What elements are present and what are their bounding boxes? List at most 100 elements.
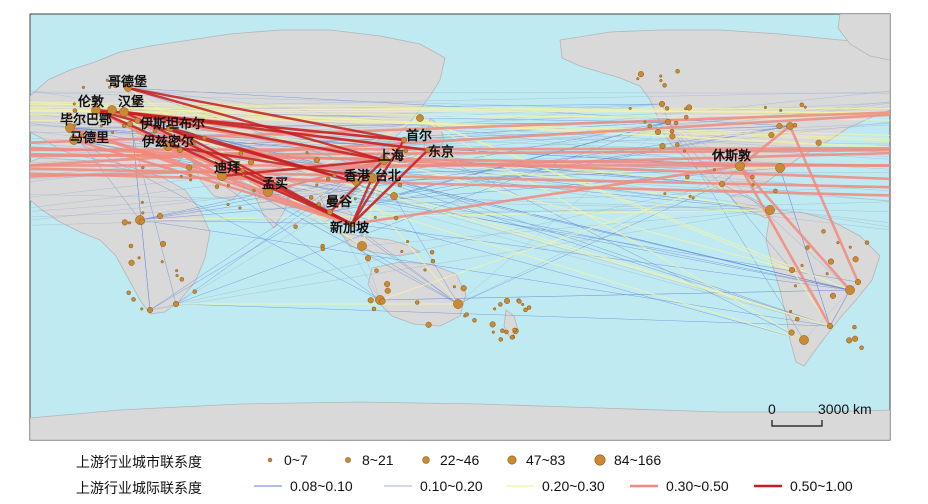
link-level-4-223 — [30, 172, 890, 197]
link-level-1-5 — [329, 211, 459, 305]
link-level-3-201 — [30, 101, 890, 149]
label-houston: 休斯敦 — [711, 148, 752, 164]
city-node-130 — [795, 316, 800, 322]
city-node-122 — [815, 139, 822, 146]
inter-city-links — [30, 86, 890, 341]
link-level-5-238 — [127, 86, 405, 142]
city-node-47 — [70, 136, 74, 140]
city-node-17 — [664, 118, 672, 126]
label-madrid: 马德里 — [70, 130, 109, 146]
city-node-93 — [423, 268, 427, 272]
link-level-3-195 — [30, 107, 890, 140]
city-node-105 — [430, 258, 436, 264]
city-node-128 — [776, 123, 783, 130]
city-node-64 — [238, 151, 244, 156]
city-node-61 — [226, 183, 230, 187]
link-level-2-89 — [149, 209, 771, 311]
city-node-153 — [159, 240, 167, 248]
city-node-26 — [453, 299, 463, 309]
link-level-5-243 — [350, 139, 406, 225]
city-node-100 — [472, 318, 477, 323]
city-node-133 — [825, 272, 829, 276]
city-node-116 — [682, 149, 687, 153]
link-level-1-113 — [149, 177, 373, 311]
city-node-30 — [765, 205, 775, 215]
city-node-180 — [654, 128, 662, 136]
city-node-44 — [105, 78, 109, 82]
link-level-4-227 — [30, 146, 890, 152]
city-node-3 — [65, 123, 75, 133]
link-level-1-123 — [667, 121, 793, 271]
legend-link-class-label: 0.30~0.50 — [666, 478, 729, 494]
legend-city-class-label: 8~21 — [362, 452, 394, 468]
city-node-70 — [226, 202, 230, 207]
city-node-107 — [460, 285, 467, 292]
city-node-91 — [326, 198, 333, 205]
south-america-landmass — [765, 211, 881, 367]
link-level-3-198 — [30, 101, 890, 114]
city-node-2 — [119, 107, 129, 117]
legend-link-class-1: 0.08~0.10 — [252, 478, 353, 494]
link-level-3-186 — [419, 117, 805, 341]
legend-node-symbol — [507, 455, 517, 465]
city-node-74 — [252, 188, 256, 193]
city-node-101 — [365, 255, 372, 262]
city-node-54 — [79, 133, 85, 139]
city-node-177 — [628, 106, 632, 110]
legend-link-class-4: 0.30~0.50 — [628, 478, 729, 494]
city-node-16 — [735, 161, 745, 171]
link-level-3-172 — [139, 209, 771, 221]
city-node-58 — [241, 174, 246, 178]
label-bilbao: 毕尔巴鄂 — [60, 112, 112, 128]
city-node-140 — [789, 309, 793, 314]
city-node-151 — [140, 307, 144, 311]
legend-link-symbol — [506, 485, 534, 487]
link-level-5-242 — [123, 110, 353, 226]
city-node-94 — [414, 300, 420, 305]
city-node-103 — [452, 285, 456, 289]
link-level-5-233 — [127, 86, 385, 162]
city-node-183 — [504, 329, 509, 335]
city-node-104 — [384, 280, 391, 288]
city-node-11 — [352, 178, 360, 186]
city-node-115 — [803, 105, 807, 109]
legend-city-class-label: 84~166 — [614, 452, 662, 468]
city-node-198 — [489, 321, 496, 328]
city-node-138 — [852, 256, 859, 263]
city-node-55 — [134, 117, 141, 124]
city-node-149 — [126, 290, 131, 296]
city-node-10 — [348, 220, 356, 228]
link-level-4-228 — [30, 111, 890, 144]
city-node-123 — [751, 183, 755, 187]
legend-link-symbol — [384, 485, 412, 487]
city-node-152 — [192, 289, 197, 294]
city-node-84 — [320, 246, 326, 252]
city-node-125 — [779, 108, 783, 112]
link-level-1-92 — [139, 219, 831, 327]
link-level-1-32 — [139, 125, 791, 221]
city-node-121 — [792, 122, 798, 128]
city-node-112 — [763, 105, 767, 109]
legend-city-class-label: 0~7 — [284, 452, 308, 468]
link-level-2-157 — [30, 194, 890, 212]
city-node-43 — [72, 102, 76, 106]
city-node-120 — [773, 188, 778, 194]
city-node-182 — [675, 69, 680, 74]
city-node-32 — [799, 335, 809, 345]
legend-link-class-label: 0.08~0.10 — [290, 478, 353, 494]
city-node-114 — [688, 194, 692, 198]
city-node-137 — [836, 241, 840, 245]
city-node-179 — [684, 107, 688, 111]
city-node-178 — [662, 83, 667, 88]
city-node-142 — [864, 240, 870, 245]
city-node-173 — [636, 77, 640, 81]
city-node-106 — [400, 249, 404, 254]
legend-node-symbol — [267, 457, 273, 463]
city-node-172 — [637, 71, 645, 78]
city-node-165 — [683, 114, 689, 120]
city-node-131 — [805, 245, 810, 250]
city-node-160 — [128, 259, 135, 266]
city-node-28 — [390, 192, 398, 200]
city-node-192 — [512, 327, 517, 333]
city-node-199 — [503, 297, 511, 304]
